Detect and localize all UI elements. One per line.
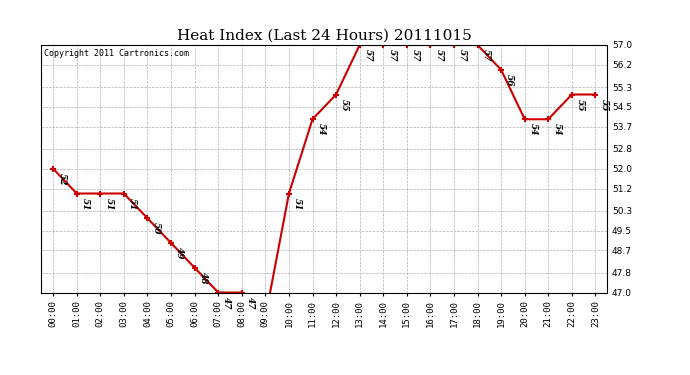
Text: 52: 52: [57, 173, 66, 185]
Text: 57: 57: [364, 49, 373, 62]
Text: 48: 48: [199, 272, 208, 284]
Text: 57: 57: [387, 49, 396, 62]
Text: 55: 55: [600, 99, 609, 111]
Text: Copyright 2011 Cartronics.com: Copyright 2011 Cartronics.com: [44, 49, 189, 58]
Title: Heat Index (Last 24 Hours) 20111015: Heat Index (Last 24 Hours) 20111015: [177, 28, 472, 42]
Text: 55: 55: [576, 99, 585, 111]
Text: 54: 54: [317, 123, 326, 136]
Text: 51: 51: [293, 198, 302, 210]
Text: 57: 57: [411, 49, 420, 62]
Text: 46: 46: [0, 374, 1, 375]
Text: 55: 55: [340, 99, 349, 111]
Text: 51: 51: [128, 198, 137, 210]
Text: 57: 57: [482, 49, 491, 62]
Text: 56: 56: [505, 74, 514, 86]
Text: 57: 57: [458, 49, 467, 62]
Text: 47: 47: [246, 297, 255, 309]
Text: 47: 47: [222, 297, 231, 309]
Text: 51: 51: [104, 198, 113, 210]
Text: 54: 54: [529, 123, 538, 136]
Text: 54: 54: [553, 123, 562, 136]
Text: 49: 49: [175, 247, 184, 259]
Text: 57: 57: [435, 49, 444, 62]
Text: 51: 51: [81, 198, 90, 210]
Text: 50: 50: [152, 222, 161, 235]
